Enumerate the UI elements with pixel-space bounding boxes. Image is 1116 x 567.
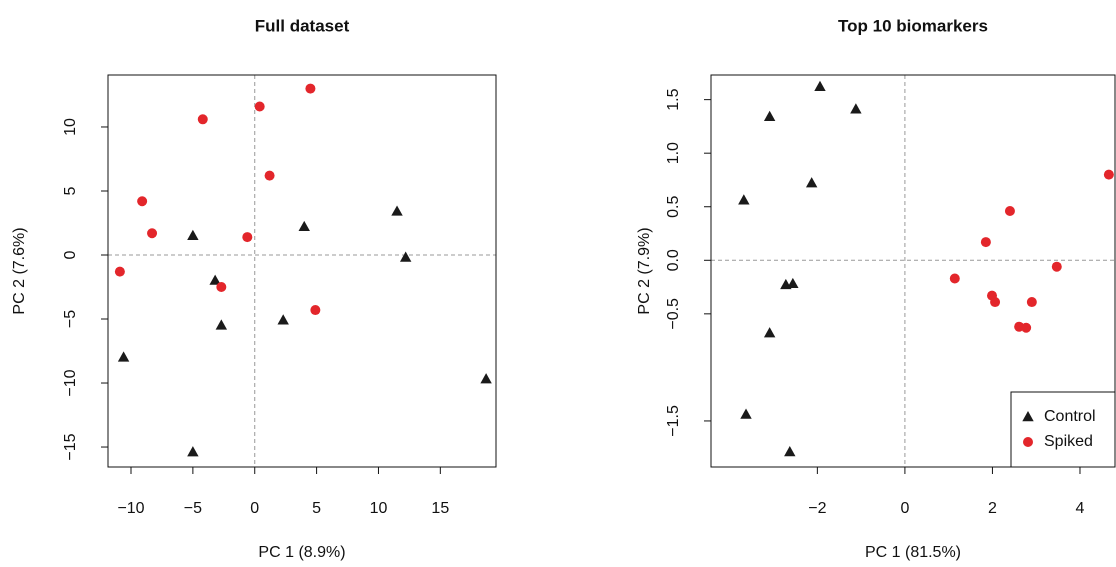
- x-tick-label: −5: [184, 500, 202, 517]
- point: [814, 80, 826, 91]
- legend-label: Control: [1044, 408, 1096, 425]
- y-tick-label: 1.5: [665, 88, 682, 110]
- point: [147, 228, 158, 239]
- y-axis-label: PC 2 (7.6%): [11, 227, 28, 314]
- x-tick-label: 15: [431, 500, 449, 517]
- point: [277, 314, 289, 325]
- point: [763, 110, 776, 121]
- x-tick-label: 0: [900, 500, 909, 517]
- plot-frame: [107, 74, 497, 468]
- point: [114, 266, 125, 277]
- legend-label: Spiked: [1044, 433, 1093, 450]
- point: [1026, 297, 1037, 308]
- point: [1004, 206, 1015, 217]
- point: [209, 274, 221, 285]
- y-tick-label: −0.5: [665, 298, 682, 330]
- point: [399, 251, 412, 262]
- point: [1103, 169, 1114, 180]
- y-tick-label: 10: [62, 118, 79, 136]
- point: [738, 194, 750, 205]
- point: [264, 170, 275, 181]
- point: [763, 327, 776, 338]
- x-tick-label: 10: [370, 500, 388, 517]
- point: [215, 319, 228, 330]
- point: [1021, 322, 1032, 333]
- x-tick-label: 2: [988, 500, 997, 517]
- point: [117, 351, 130, 362]
- point: [980, 237, 991, 248]
- point: [298, 220, 310, 232]
- point: [480, 373, 492, 384]
- point: [187, 446, 199, 457]
- point: [990, 297, 1001, 308]
- y-tick-label: 0: [62, 250, 79, 259]
- chart-title: Top 10 biomarkers: [838, 16, 988, 35]
- point: [949, 273, 960, 284]
- y-tick-label: 0.5: [665, 196, 682, 218]
- x-tick-label: −2: [808, 500, 826, 517]
- y-tick-label: 0.0: [665, 249, 682, 271]
- point: [740, 408, 752, 419]
- point: [310, 305, 321, 316]
- y-tick-label: −1.5: [665, 405, 682, 437]
- point: [850, 103, 862, 114]
- x-axis-label: PC 1 (81.5%): [865, 544, 961, 561]
- point: [305, 83, 316, 94]
- plot-frame: [710, 74, 1116, 468]
- point: [787, 277, 799, 289]
- legend-marker: [1023, 437, 1033, 447]
- point: [254, 101, 265, 112]
- x-tick-label: 4: [1076, 500, 1085, 517]
- point: [242, 232, 253, 243]
- point: [187, 229, 199, 240]
- x-axis-label: PC 1 (8.9%): [258, 544, 345, 561]
- point: [784, 446, 796, 457]
- point: [137, 196, 148, 207]
- x-tick-label: 0: [250, 500, 259, 517]
- point: [805, 177, 818, 188]
- y-tick-label: −5: [62, 310, 79, 328]
- legend-box: [1010, 391, 1116, 468]
- point: [1051, 261, 1062, 272]
- legend-marker: [1022, 411, 1034, 422]
- point: [391, 205, 403, 216]
- y-tick-label: −15: [62, 433, 79, 460]
- y-tick-label: −10: [62, 369, 79, 396]
- chart-title: Full dataset: [255, 16, 350, 35]
- y-tick-label: 1.0: [665, 142, 682, 164]
- x-tick-label: −10: [117, 500, 144, 517]
- point: [216, 282, 227, 293]
- point: [197, 114, 208, 125]
- x-tick-label: 5: [312, 500, 321, 517]
- y-axis-label: PC 2 (7.9%): [636, 227, 653, 314]
- y-tick-label: 5: [62, 186, 79, 195]
